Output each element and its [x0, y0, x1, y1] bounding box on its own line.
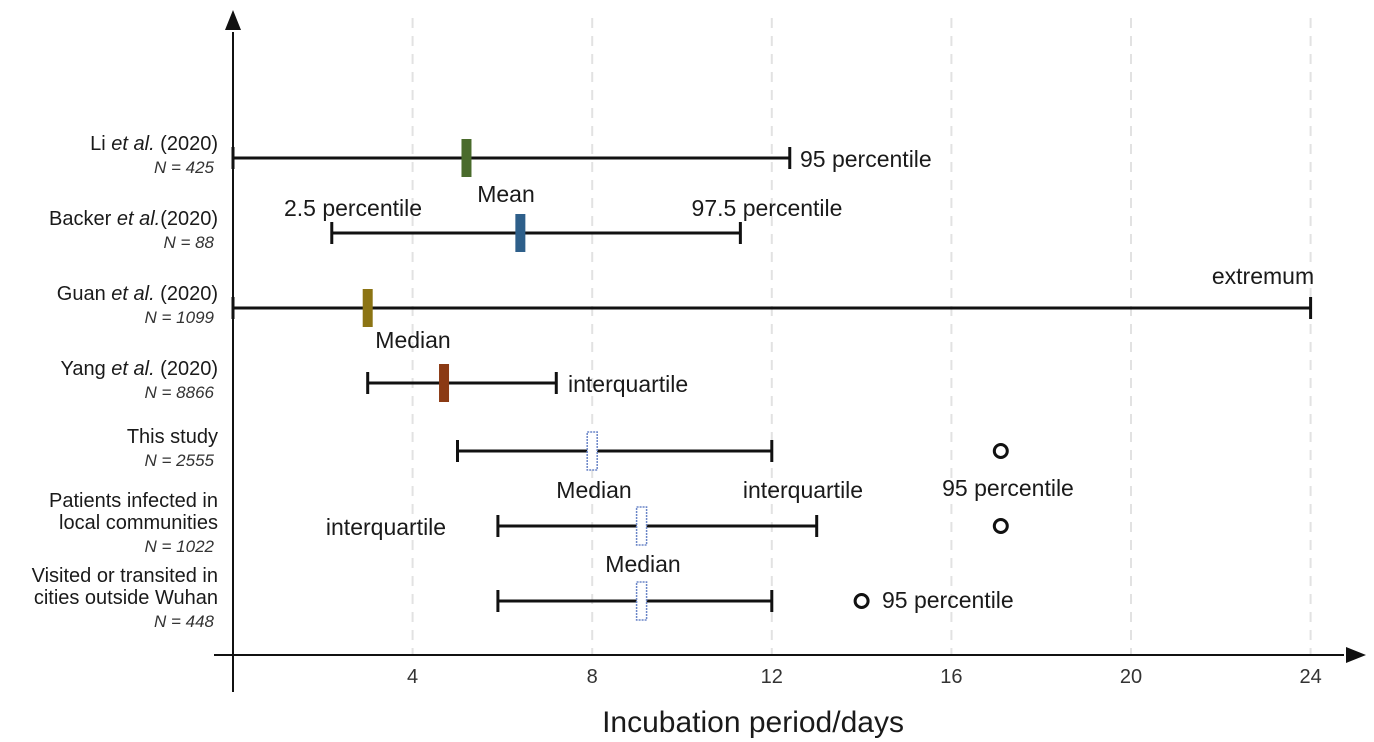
x-tick-label-12: 12 [761, 666, 783, 688]
sample-size: N = 1022 [145, 537, 215, 556]
sample-size: N = 1099 [145, 308, 215, 327]
sample-size: N = 448 [154, 612, 215, 631]
annotation-97-5-percentile: 97.5 percentile [692, 195, 843, 221]
x-tick-labels: 4 8 12 16 20 24 [407, 666, 1322, 688]
study-row-5 [456, 431, 1009, 471]
study-name: Li et al. (2020) [90, 133, 218, 155]
study-row-1 [231, 139, 792, 177]
p95-marker [992, 518, 1009, 534]
x-axis-arrow [1346, 647, 1366, 663]
y-axis-arrow [225, 10, 241, 30]
annotations: 95 percentile Mean 2.5 percentile 97.5 perc… [284, 146, 1314, 613]
study-labels: Li et al. (2020) N = 425 Backer et al.(202… [32, 133, 218, 631]
center-marker [586, 431, 598, 471]
annotation-interquartile: interquartile [326, 514, 446, 540]
annotation-2-5-percentile: 2.5 percentile [284, 195, 422, 221]
study-row-6 [496, 506, 1009, 546]
center-marker [362, 289, 373, 327]
annotation-extremum: extremum [1212, 263, 1314, 289]
grid-lines [411, 18, 1312, 655]
study-name: cities outside Wuhan [34, 587, 218, 609]
annotation-median: Median [605, 551, 680, 577]
study-label-5: This study N = 2555 [127, 426, 218, 470]
center-marker [515, 214, 526, 252]
study-row-3 [231, 289, 1313, 327]
sample-size: N = 8866 [145, 383, 215, 402]
center-marker [439, 364, 450, 402]
study-label-4: Yang et al. (2020) N = 8866 [60, 358, 218, 402]
study-row-4 [366, 364, 558, 402]
study-name: Patients infected in [49, 490, 218, 512]
center-marker [461, 139, 472, 177]
sample-size: N = 425 [154, 158, 215, 177]
study-name: Guan et al. (2020) [57, 283, 218, 305]
study-name: This study [127, 426, 218, 448]
center-marker [635, 506, 648, 546]
annotation-interquartile: interquartile [743, 477, 863, 503]
center-marker [635, 581, 648, 621]
study-name: Yang et al. (2020) [60, 358, 218, 380]
study-rows [231, 139, 1313, 621]
x-tick-label-20: 20 [1120, 666, 1142, 688]
study-name: Visited or transited in [32, 565, 218, 587]
study-row-2 [330, 214, 742, 252]
study-name: local communities [59, 512, 218, 534]
study-name: Backer et al.(2020) [49, 208, 218, 230]
x-tick-label-16: 16 [940, 666, 962, 688]
annotation-95-percentile: 95 percentile [882, 587, 1014, 613]
annotation-median: Median [556, 477, 631, 503]
study-row-7 [496, 581, 870, 621]
annotation-mean: Mean [477, 181, 535, 207]
p95-marker [992, 443, 1009, 459]
annotation-median: Median [375, 327, 450, 353]
study-label-3: Guan et al. (2020) N = 1099 [57, 283, 218, 327]
annotation-95-percentile: 95 percentile [942, 475, 1074, 501]
sample-size: N = 88 [163, 233, 214, 252]
study-label-2: Backer et al.(2020) N = 88 [49, 208, 218, 252]
annotation-interquartile: interquartile [568, 371, 688, 397]
x-axis-label: Incubation period/days [602, 706, 904, 739]
axes [214, 10, 1366, 692]
x-tick-label-8: 8 [587, 666, 598, 688]
sample-size: N = 2555 [145, 451, 215, 470]
x-tick-label-4: 4 [407, 666, 418, 688]
annotation-95-percentile: 95 percentile [800, 146, 932, 172]
p95-marker [853, 593, 870, 609]
study-label-1: Li et al. (2020) N = 425 [90, 133, 218, 177]
x-tick-label-24: 24 [1299, 666, 1321, 688]
